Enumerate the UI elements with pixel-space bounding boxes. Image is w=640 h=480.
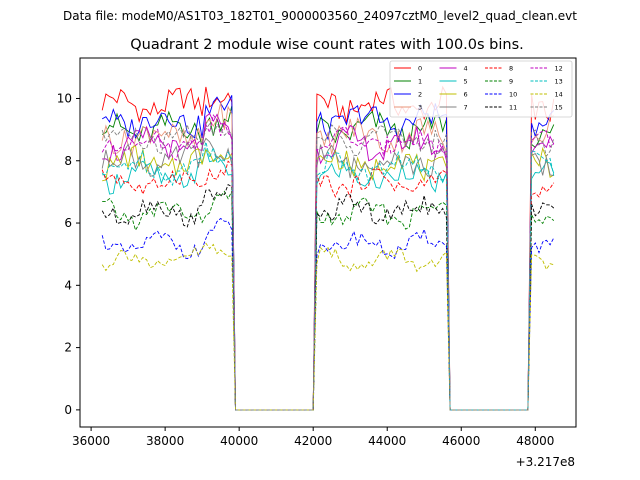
x-tick-label: 48000 <box>516 434 554 448</box>
series-line-14 <box>101 242 554 411</box>
y-tick-label: 6 <box>64 216 72 230</box>
legend-label-9: 9 <box>509 78 513 86</box>
chart-title: Quadrant 2 module wise count rates with … <box>130 37 524 53</box>
legend-label-8: 8 <box>509 65 513 73</box>
legend-label-10: 10 <box>509 91 517 99</box>
plot-frame <box>79 57 577 428</box>
legend-label-4: 4 <box>464 65 468 73</box>
legend-label-1: 1 <box>418 78 422 86</box>
series-line-13 <box>102 141 555 411</box>
x-tick-label: 44000 <box>368 434 406 448</box>
x-offset-label: +3.217e8 <box>516 455 575 469</box>
x-tick-label: 36000 <box>72 434 110 448</box>
y-tick-label: 10 <box>57 91 72 105</box>
legend-label-13: 13 <box>555 78 563 86</box>
legend-label-3: 3 <box>418 104 422 112</box>
legend-label-12: 12 <box>555 65 563 73</box>
x-tick-label: 42000 <box>294 434 332 448</box>
x-tick-label: 40000 <box>220 434 258 448</box>
y-tick-label: 2 <box>64 341 72 355</box>
y-tick-label: 8 <box>64 154 72 168</box>
figure-suptitle: Data file: modeM0/AS1T03_182T01_90000035… <box>63 9 577 23</box>
series-line-15 <box>101 123 555 411</box>
legend-label-6: 6 <box>464 91 468 99</box>
y-axis: 0 2 4 6 8 10 <box>57 91 80 417</box>
legend-label-14: 14 <box>555 91 563 99</box>
legend-label-2: 2 <box>418 91 422 99</box>
series-line-9 <box>102 190 555 411</box>
series-line-12 <box>101 114 555 411</box>
series-line-11 <box>101 183 555 411</box>
x-tick-label: 46000 <box>442 434 480 448</box>
y-tick-label: 0 <box>64 403 72 417</box>
legend-label-0: 0 <box>418 65 422 73</box>
y-tick-label: 4 <box>64 278 72 292</box>
series-line-8 <box>101 160 555 411</box>
legend-label-5: 5 <box>464 78 468 86</box>
legend-label-11: 11 <box>509 104 517 112</box>
legend-label-15: 15 <box>555 104 563 112</box>
legend-box <box>389 60 573 118</box>
series-layer <box>101 85 555 411</box>
x-tick-label: 38000 <box>146 434 184 448</box>
legend-label-7: 7 <box>464 104 468 112</box>
x-axis: 36000 38000 40000 42000 44000 46000 48000 <box>72 427 554 448</box>
